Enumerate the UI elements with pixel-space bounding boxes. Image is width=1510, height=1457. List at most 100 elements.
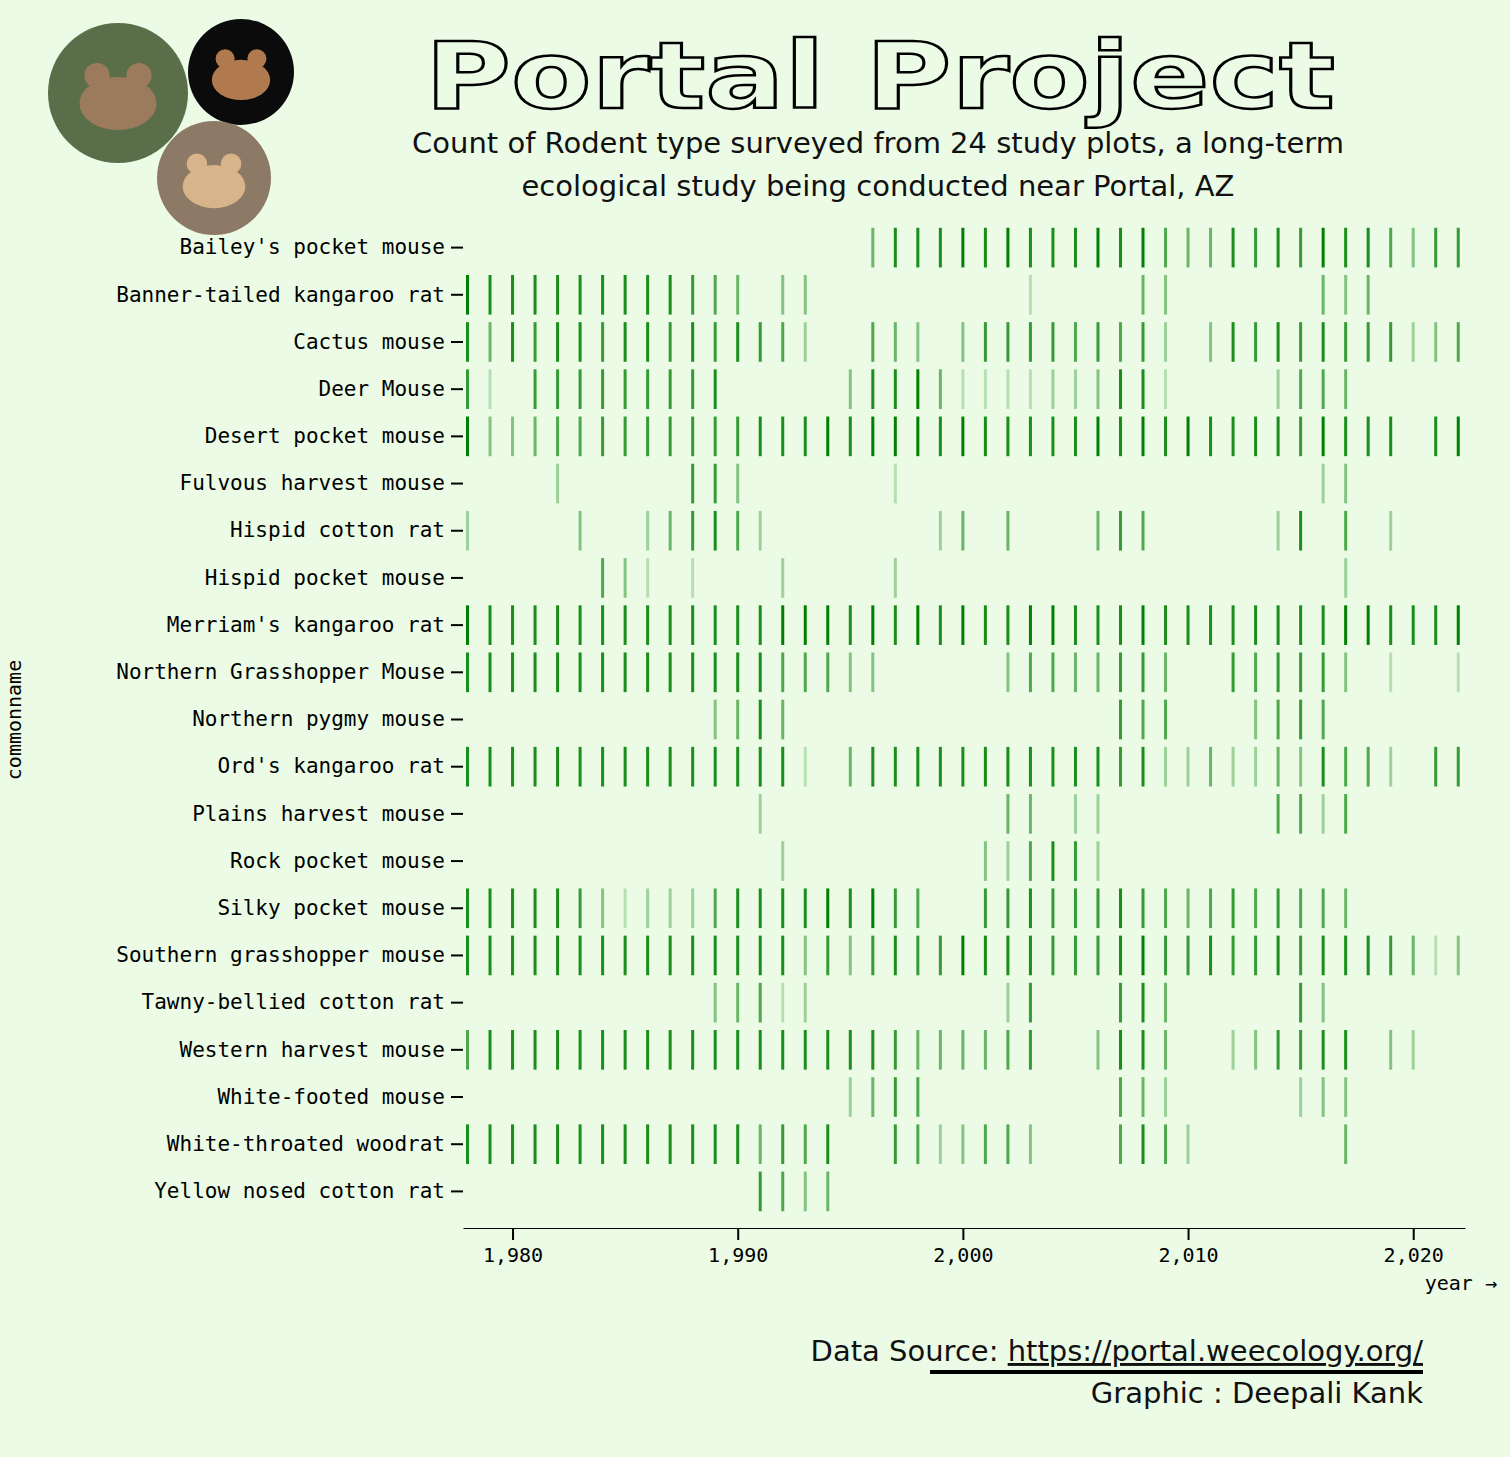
tick-mark [1389,652,1392,692]
series-row [556,464,1347,504]
tick-mark [1142,275,1145,315]
tick-mark [1074,605,1077,645]
tick-mark [466,369,469,409]
tick-mark [894,605,897,645]
tick-mark [534,322,537,362]
tick-mark [714,322,717,362]
tick-mark [871,228,874,268]
tick-mark [1006,369,1009,409]
series-row [466,605,1460,645]
tick-mark [1277,369,1280,409]
source-label: Data Source: [811,1334,1008,1368]
tick-mark [916,605,919,645]
tick-mark [1142,417,1145,457]
tick-mark [1322,1030,1325,1070]
y-tick-line [451,624,463,626]
series-row [466,1030,1415,1070]
title: Portal Project [425,23,1335,130]
tick-mark [489,936,492,976]
series-row [781,841,1099,881]
tick-mark [1029,983,1032,1023]
tick-mark [871,1077,874,1117]
tick-mark [1074,417,1077,457]
tick-mark [1187,936,1190,976]
tick-mark [1096,652,1099,692]
tick-mark [1096,794,1099,834]
tick-mark [1164,700,1167,740]
tick-mark [1367,605,1370,645]
tick-mark [624,558,627,598]
tick-mark [534,888,537,928]
tick-mark [1074,322,1077,362]
x-tick-line [512,1228,514,1240]
tick-mark [1051,322,1054,362]
y-tick-label: White-footed mouse [217,1085,445,1109]
tick-mark [579,1030,582,1070]
tick-mark [511,1030,514,1070]
tick-mark [961,1124,964,1164]
tick-mark [1164,1030,1167,1070]
tick-mark [1254,652,1257,692]
tick-mark [714,1030,717,1070]
subtitle: Count of Rodent type surveyed from 24 st… [412,126,1344,160]
tick-mark [466,605,469,645]
tick-mark [939,228,942,268]
tick-mark [1322,228,1325,268]
tick-mark [1006,605,1009,645]
tick-mark [1457,228,1460,268]
tick-mark [894,464,897,504]
tick-mark [1209,605,1212,645]
tick-mark [1164,275,1167,315]
tick-mark [1434,936,1437,976]
tick-mark [781,1030,784,1070]
series-row [714,700,1325,740]
tick-mark [669,369,672,409]
tick-mark [556,936,559,976]
y-axis-title: commonname [2,660,26,780]
tick-mark [984,417,987,457]
tick-mark [894,369,897,409]
tick-mark [1006,841,1009,881]
tick-mark [624,417,627,457]
tick-mark [534,605,537,645]
tick-mark [1209,888,1212,928]
tick-mark [1322,652,1325,692]
x-axis-title: year → [1425,1271,1497,1295]
tick-mark [781,652,784,692]
y-tick-line [451,766,463,768]
tick-mark [939,605,942,645]
series-row [466,888,1347,928]
y-tick: Ord's kangaroo rat [217,754,463,778]
tick-mark [669,417,672,457]
tick-mark [849,605,852,645]
tick-mark [1299,605,1302,645]
tick-mark [511,417,514,457]
y-tick-label: Banner-tailed kangaroo rat [116,283,445,307]
tick-mark [759,794,762,834]
tick-mark [1322,747,1325,787]
tick-mark [489,369,492,409]
y-tick: Yellow nosed cotton rat [154,1179,463,1203]
tick-mark [1096,417,1099,457]
y-tick-line [451,530,463,532]
tick-mark [1119,322,1122,362]
tick-mark [1412,322,1415,362]
y-tick-label: Cactus mouse [293,330,445,354]
tick-mark [759,700,762,740]
tick-mark [1142,1077,1145,1117]
tick-mark [466,511,469,551]
tick-mark [601,747,604,787]
photo-group [48,19,294,235]
tick-mark [1164,936,1167,976]
tick-mark [1344,275,1347,315]
tick-mark [1322,888,1325,928]
tick-mark [1006,417,1009,457]
tick-mark [1119,1077,1122,1117]
tick-mark [1232,747,1235,787]
tick-mark [1006,511,1009,551]
tick-mark [1277,322,1280,362]
tick-mark [534,417,537,457]
tick-mark [1119,1030,1122,1070]
tick-mark [894,1124,897,1164]
tick-mark [601,605,604,645]
